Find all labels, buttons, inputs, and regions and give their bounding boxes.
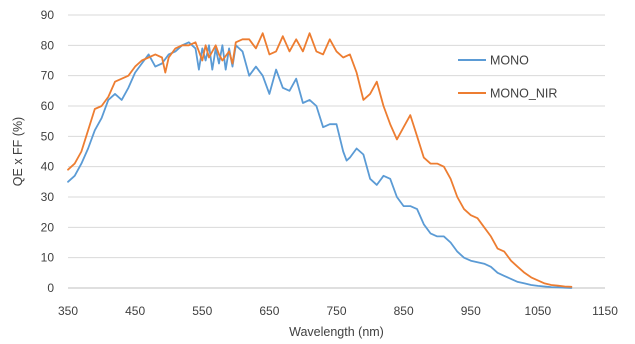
x-tick-label: 350 xyxy=(58,304,78,318)
y-tick-label: 20 xyxy=(41,220,55,234)
grid-lines xyxy=(68,14,605,259)
y-tick-label: 10 xyxy=(41,251,55,265)
y-tick-label: 50 xyxy=(41,129,55,143)
y-tick-label: 90 xyxy=(41,8,55,22)
y-axis-ticks: 0 10 20 30 40 50 60 70 80 90 xyxy=(41,8,55,295)
y-tick-label: 30 xyxy=(41,190,55,204)
y-tick-label: 0 xyxy=(47,281,54,295)
y-tick-label: 60 xyxy=(41,99,55,113)
y-tick-label: 70 xyxy=(41,69,55,83)
y-tick-label: 80 xyxy=(41,38,55,52)
legend: MONO MONO_NIR xyxy=(458,54,557,101)
x-tick-label: 1150 xyxy=(592,304,618,318)
legend-label: MONO xyxy=(490,54,529,68)
x-tick-label: 450 xyxy=(125,304,145,318)
x-tick-label: 850 xyxy=(394,304,414,318)
x-tick-label: 950 xyxy=(461,304,481,318)
y-tick-label: 40 xyxy=(41,160,55,174)
x-tick-label: 750 xyxy=(326,304,346,318)
plot-series xyxy=(67,32,573,289)
x-axis-title: Wavelength (nm) xyxy=(289,325,384,339)
x-tick-label: 550 xyxy=(192,304,212,318)
x-tick-label: 650 xyxy=(259,304,279,318)
legend-label: MONO_NIR xyxy=(490,87,557,101)
series-line-mono-nir xyxy=(67,32,573,288)
y-axis-title: QE x FF (%) xyxy=(11,117,25,186)
series-line-mono xyxy=(67,41,573,289)
x-axis-ticks: 350 450 550 650 750 850 950 1050 1150 xyxy=(58,304,618,318)
x-tick-label: 1050 xyxy=(525,304,552,318)
